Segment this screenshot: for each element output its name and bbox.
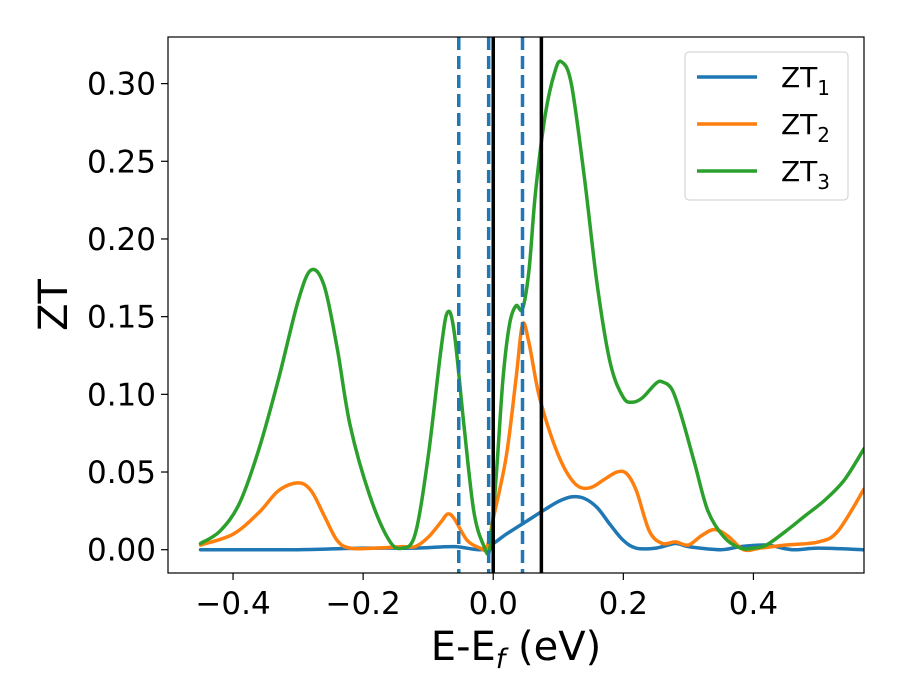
- y-tick-label: 0.05: [87, 455, 156, 491]
- legend-box: [684, 51, 849, 201]
- x-tick-label: 0.0: [469, 586, 518, 622]
- x-tick-label: −0.2: [325, 586, 400, 622]
- y-tick-label: 0.15: [87, 300, 156, 336]
- y-tick-label: 0.25: [87, 144, 156, 180]
- y-tick-label: 0.10: [87, 377, 156, 413]
- plot-frame: [167, 36, 865, 574]
- series-line-zt2: [198, 321, 864, 553]
- y-tick-label: 0.20: [87, 222, 156, 258]
- legend-label-zt3: ZT3: [781, 155, 830, 194]
- y-tick-label: 0.00: [87, 533, 156, 569]
- y-tick-label: 0.30: [87, 67, 156, 103]
- y-axis-label: ZT: [31, 279, 77, 331]
- x-tick-label: 0.2: [599, 586, 648, 622]
- x-axis-label: E-Ef (eV): [431, 624, 601, 675]
- x-tick-label: −0.4: [195, 586, 270, 622]
- x-tick-label: 0.4: [729, 586, 778, 622]
- legend-label-zt1: ZT1: [781, 61, 830, 100]
- legend-label-zt2: ZT2: [781, 108, 830, 147]
- legend: ZT1 ZT2 ZT3: [684, 51, 849, 201]
